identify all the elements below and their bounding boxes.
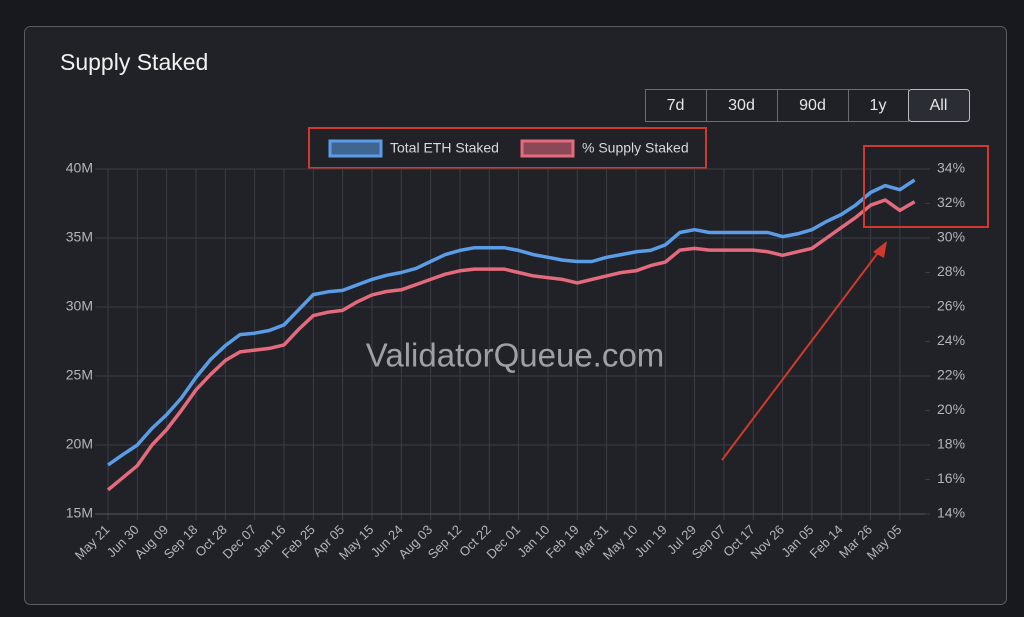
legend-swatch[interactable] bbox=[520, 139, 575, 158]
y2-tick-label: 26% bbox=[937, 298, 965, 314]
card bbox=[24, 26, 1007, 605]
annotation-arrow bbox=[721, 249, 881, 461]
range-button-label[interactable]: 30d bbox=[728, 97, 755, 114]
series-line bbox=[106, 198, 916, 492]
y2-tick-label: 24% bbox=[937, 332, 965, 348]
range-button[interactable] bbox=[706, 89, 778, 122]
annotation-box bbox=[863, 145, 989, 228]
y2-tick-label: 32% bbox=[937, 194, 965, 210]
range-button[interactable] bbox=[777, 89, 849, 122]
annotation-box bbox=[308, 127, 707, 169]
legend-label[interactable]: Total ETH Staked bbox=[390, 140, 499, 156]
y2-tick-label: 18% bbox=[937, 436, 965, 452]
y-tick-label: 40M bbox=[66, 160, 93, 176]
y-tick-label: 30M bbox=[66, 298, 93, 314]
y-tick-label: 15M bbox=[66, 505, 93, 521]
legend-label[interactable]: % Supply Staked bbox=[582, 140, 689, 156]
chart-title: Supply Staked bbox=[60, 49, 208, 75]
watermark: ValidatorQueue.com bbox=[366, 337, 664, 374]
range-button-label[interactable]: All bbox=[930, 97, 948, 114]
y2-tick-label: 22% bbox=[937, 367, 965, 383]
range-button-label[interactable]: 1y bbox=[870, 97, 887, 114]
y2-tick-label: 16% bbox=[937, 470, 965, 486]
y2-tick-label: 34% bbox=[937, 160, 965, 176]
y2-tick-label: 30% bbox=[937, 229, 965, 245]
y2-tick-label: 20% bbox=[937, 401, 965, 417]
range-button-label[interactable]: 7d bbox=[667, 97, 685, 114]
range-button-label[interactable]: 90d bbox=[799, 97, 826, 114]
y-tick-label: 25M bbox=[66, 367, 93, 383]
y-tick-label: 35M bbox=[66, 229, 93, 245]
range-buttons: 7d 30d 90d 1y All bbox=[645, 89, 970, 122]
legend-swatch[interactable] bbox=[328, 139, 383, 158]
y2-tick-label: 28% bbox=[937, 263, 965, 279]
arrow-head bbox=[873, 241, 887, 258]
y-tick-label: 20M bbox=[66, 436, 93, 452]
range-button[interactable] bbox=[848, 89, 909, 122]
range-button[interactable] bbox=[908, 89, 970, 122]
y2-tick-label: 14% bbox=[937, 505, 965, 521]
series-line bbox=[106, 178, 916, 467]
range-button[interactable] bbox=[645, 89, 707, 122]
